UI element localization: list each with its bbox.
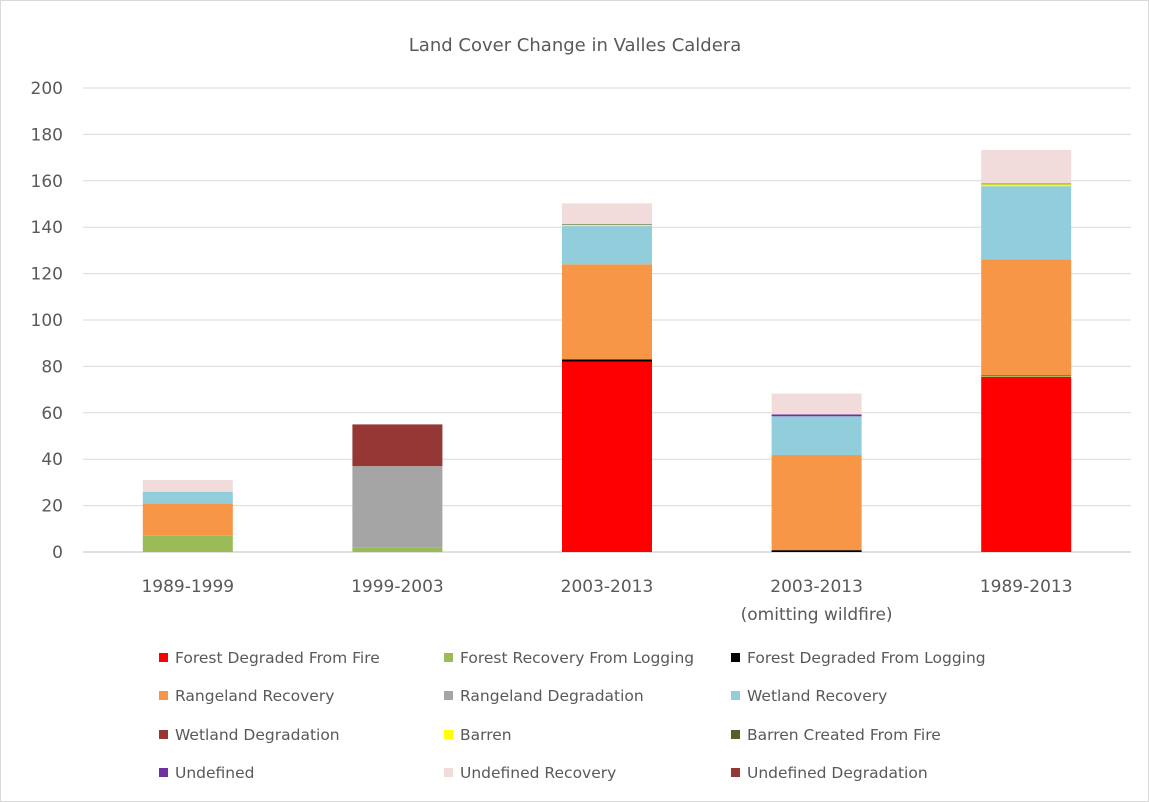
bar-segment	[352, 466, 443, 548]
chart-title: Land Cover Change in Valles Caldera	[409, 35, 741, 56]
bar-segment	[981, 184, 1072, 187]
legend-label: Rangeland Degradation	[460, 687, 644, 705]
bar-segment	[562, 203, 652, 225]
bar-segment	[981, 375, 1072, 376]
y-tick-label: 100	[31, 311, 63, 331]
bar-segment	[981, 186, 1072, 260]
legend-swatch	[731, 730, 740, 739]
bar-segment	[771, 393, 862, 415]
bar-segment	[562, 361, 652, 552]
bar-segment	[562, 224, 652, 227]
legend-label: Wetland Recovery	[747, 687, 887, 705]
bars	[142, 149, 1072, 552]
x-tick-label: 1989-1999	[141, 577, 234, 597]
x-tick-label: 2003-2013	[770, 577, 863, 597]
x-tick-label: 1999-2003	[351, 577, 444, 597]
y-axis-ticks: 0 20 40 60 80 100 120 140 160 180 200	[31, 79, 63, 563]
y-tick-label: 120	[31, 265, 63, 285]
legend-label: Forest Degraded From Logging	[747, 649, 986, 667]
x-axis-labels: 1989-1999 1999-2003 2003-2013 2003-2013 (omi…	[141, 577, 1072, 625]
legend-swatch	[444, 691, 453, 700]
bar-segment	[981, 149, 1072, 184]
y-tick-label: 180	[31, 125, 63, 145]
legend-label: Undefined	[175, 764, 255, 782]
y-tick-label: 80	[41, 357, 63, 377]
bar-segment	[562, 224, 652, 225]
legend-swatch	[444, 768, 453, 777]
legend-label: Undefined Degradation	[747, 764, 928, 782]
legend-label: Rangeland Recovery	[175, 687, 334, 705]
bar-segment	[771, 414, 862, 417]
legend-swatch	[159, 768, 168, 777]
legend-label: Barren Created From Fire	[747, 726, 941, 744]
legend-swatch	[731, 768, 740, 777]
bar-segment	[771, 455, 862, 551]
legend-label: Forest Recovery From Logging	[460, 649, 694, 667]
y-tick-label: 160	[31, 172, 63, 192]
bar-segment	[562, 264, 652, 360]
bar-segment	[142, 480, 233, 492]
legend-swatch	[731, 653, 740, 662]
bar-segment	[771, 416, 862, 456]
bar-segment	[981, 375, 1072, 377]
bar-segment	[562, 226, 652, 265]
bar-segment	[981, 259, 1072, 376]
legend-label: Wetland Degradation	[175, 726, 340, 744]
y-tick-label: 0	[52, 543, 63, 563]
legend-label: Undefined Recovery	[460, 764, 616, 782]
legend-label: Forest Degraded From Fire	[175, 649, 380, 667]
legend-swatch	[159, 653, 168, 662]
bar-segment	[352, 547, 443, 552]
y-tick-label: 20	[41, 497, 63, 517]
y-tick-label: 60	[41, 404, 63, 424]
bar-segment	[142, 491, 233, 504]
bar-segment	[771, 550, 862, 552]
legend-swatch	[159, 691, 168, 700]
bar-segment	[981, 183, 1072, 185]
y-tick-label: 40	[41, 450, 63, 470]
bar-segment	[981, 376, 1072, 552]
legend-swatch	[731, 691, 740, 700]
legend-label: Barren	[460, 726, 512, 744]
legend-swatch	[444, 730, 453, 739]
x-tick-label: 2003-2013	[561, 577, 654, 597]
bar-segment	[562, 359, 652, 362]
bar-segment	[142, 535, 233, 552]
legend-swatch	[444, 653, 453, 662]
bar-segment	[142, 503, 233, 536]
legend-swatch	[159, 730, 168, 739]
x-tick-label: (omitting wildfire)	[741, 605, 893, 625]
x-tick-label: 1989-2013	[980, 577, 1073, 597]
bar-segment	[352, 424, 443, 467]
y-tick-label: 140	[31, 218, 63, 238]
y-tick-label: 200	[31, 79, 63, 99]
legend: Forest Degraded From Fire Forest Recovery…	[159, 649, 986, 782]
